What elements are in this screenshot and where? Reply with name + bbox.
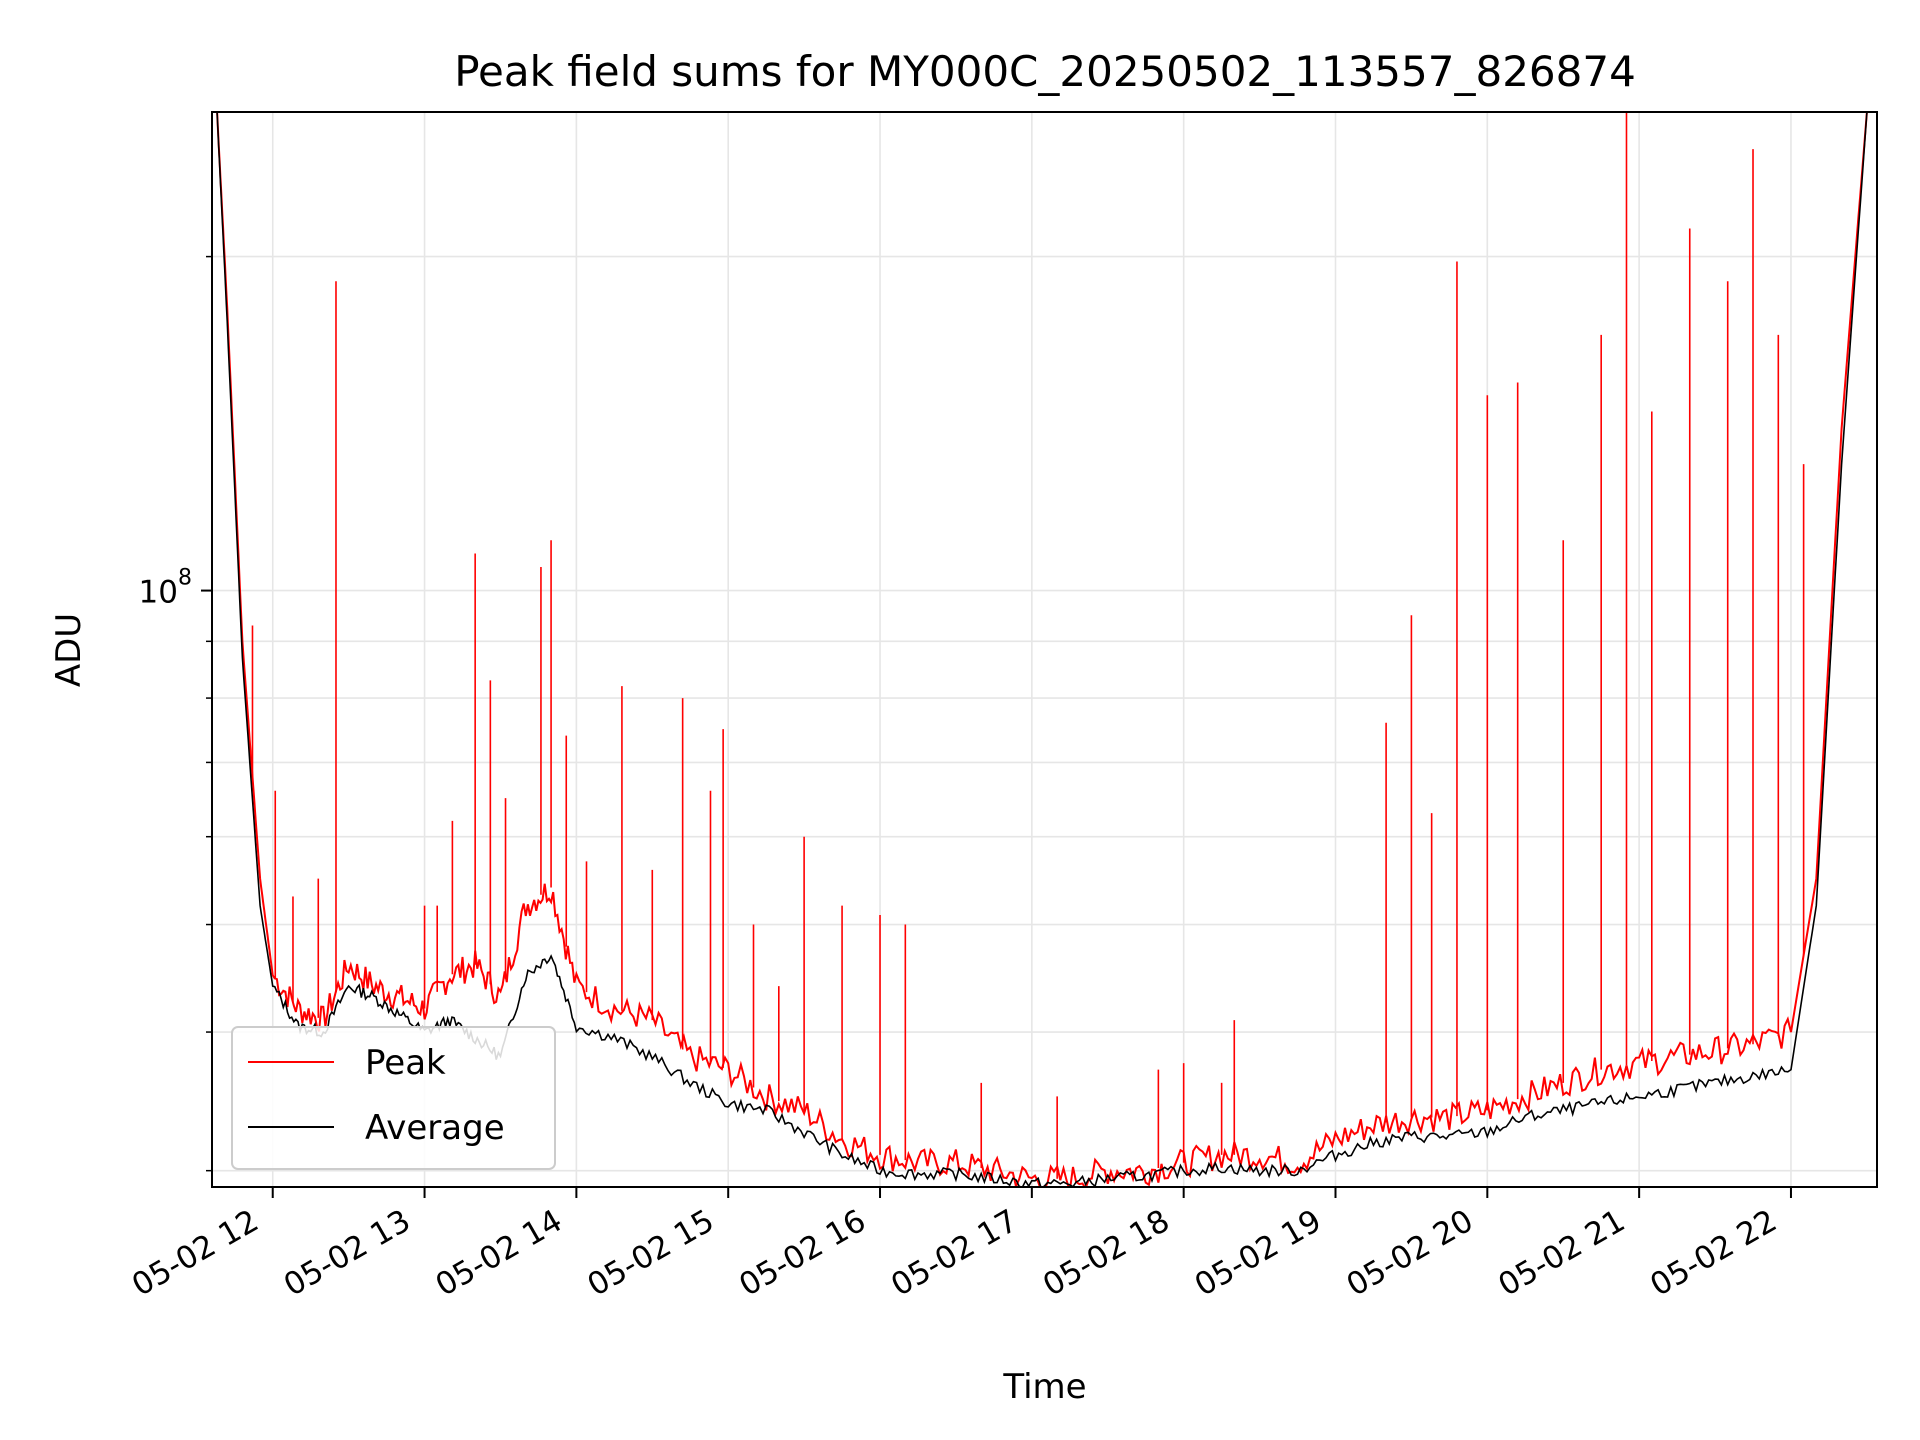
- y-tick-exponent: 8: [178, 566, 192, 591]
- legend: Peak Average: [231, 1026, 556, 1170]
- series-line-peak: [216, 112, 1868, 1187]
- x-axis-label: Time: [1002, 1367, 1086, 1407]
- chart-title: Peak field sums for MY000C_20250502_1135…: [454, 47, 1636, 96]
- peak-spikes: [251, 112, 1805, 1179]
- plot-frame: [211, 111, 1878, 1188]
- legend-label-average: Average: [365, 1108, 505, 1148]
- legend-label-peak: Peak: [365, 1043, 446, 1083]
- series-line-average: [216, 112, 1868, 1187]
- y-axis-label: ADU: [49, 613, 89, 687]
